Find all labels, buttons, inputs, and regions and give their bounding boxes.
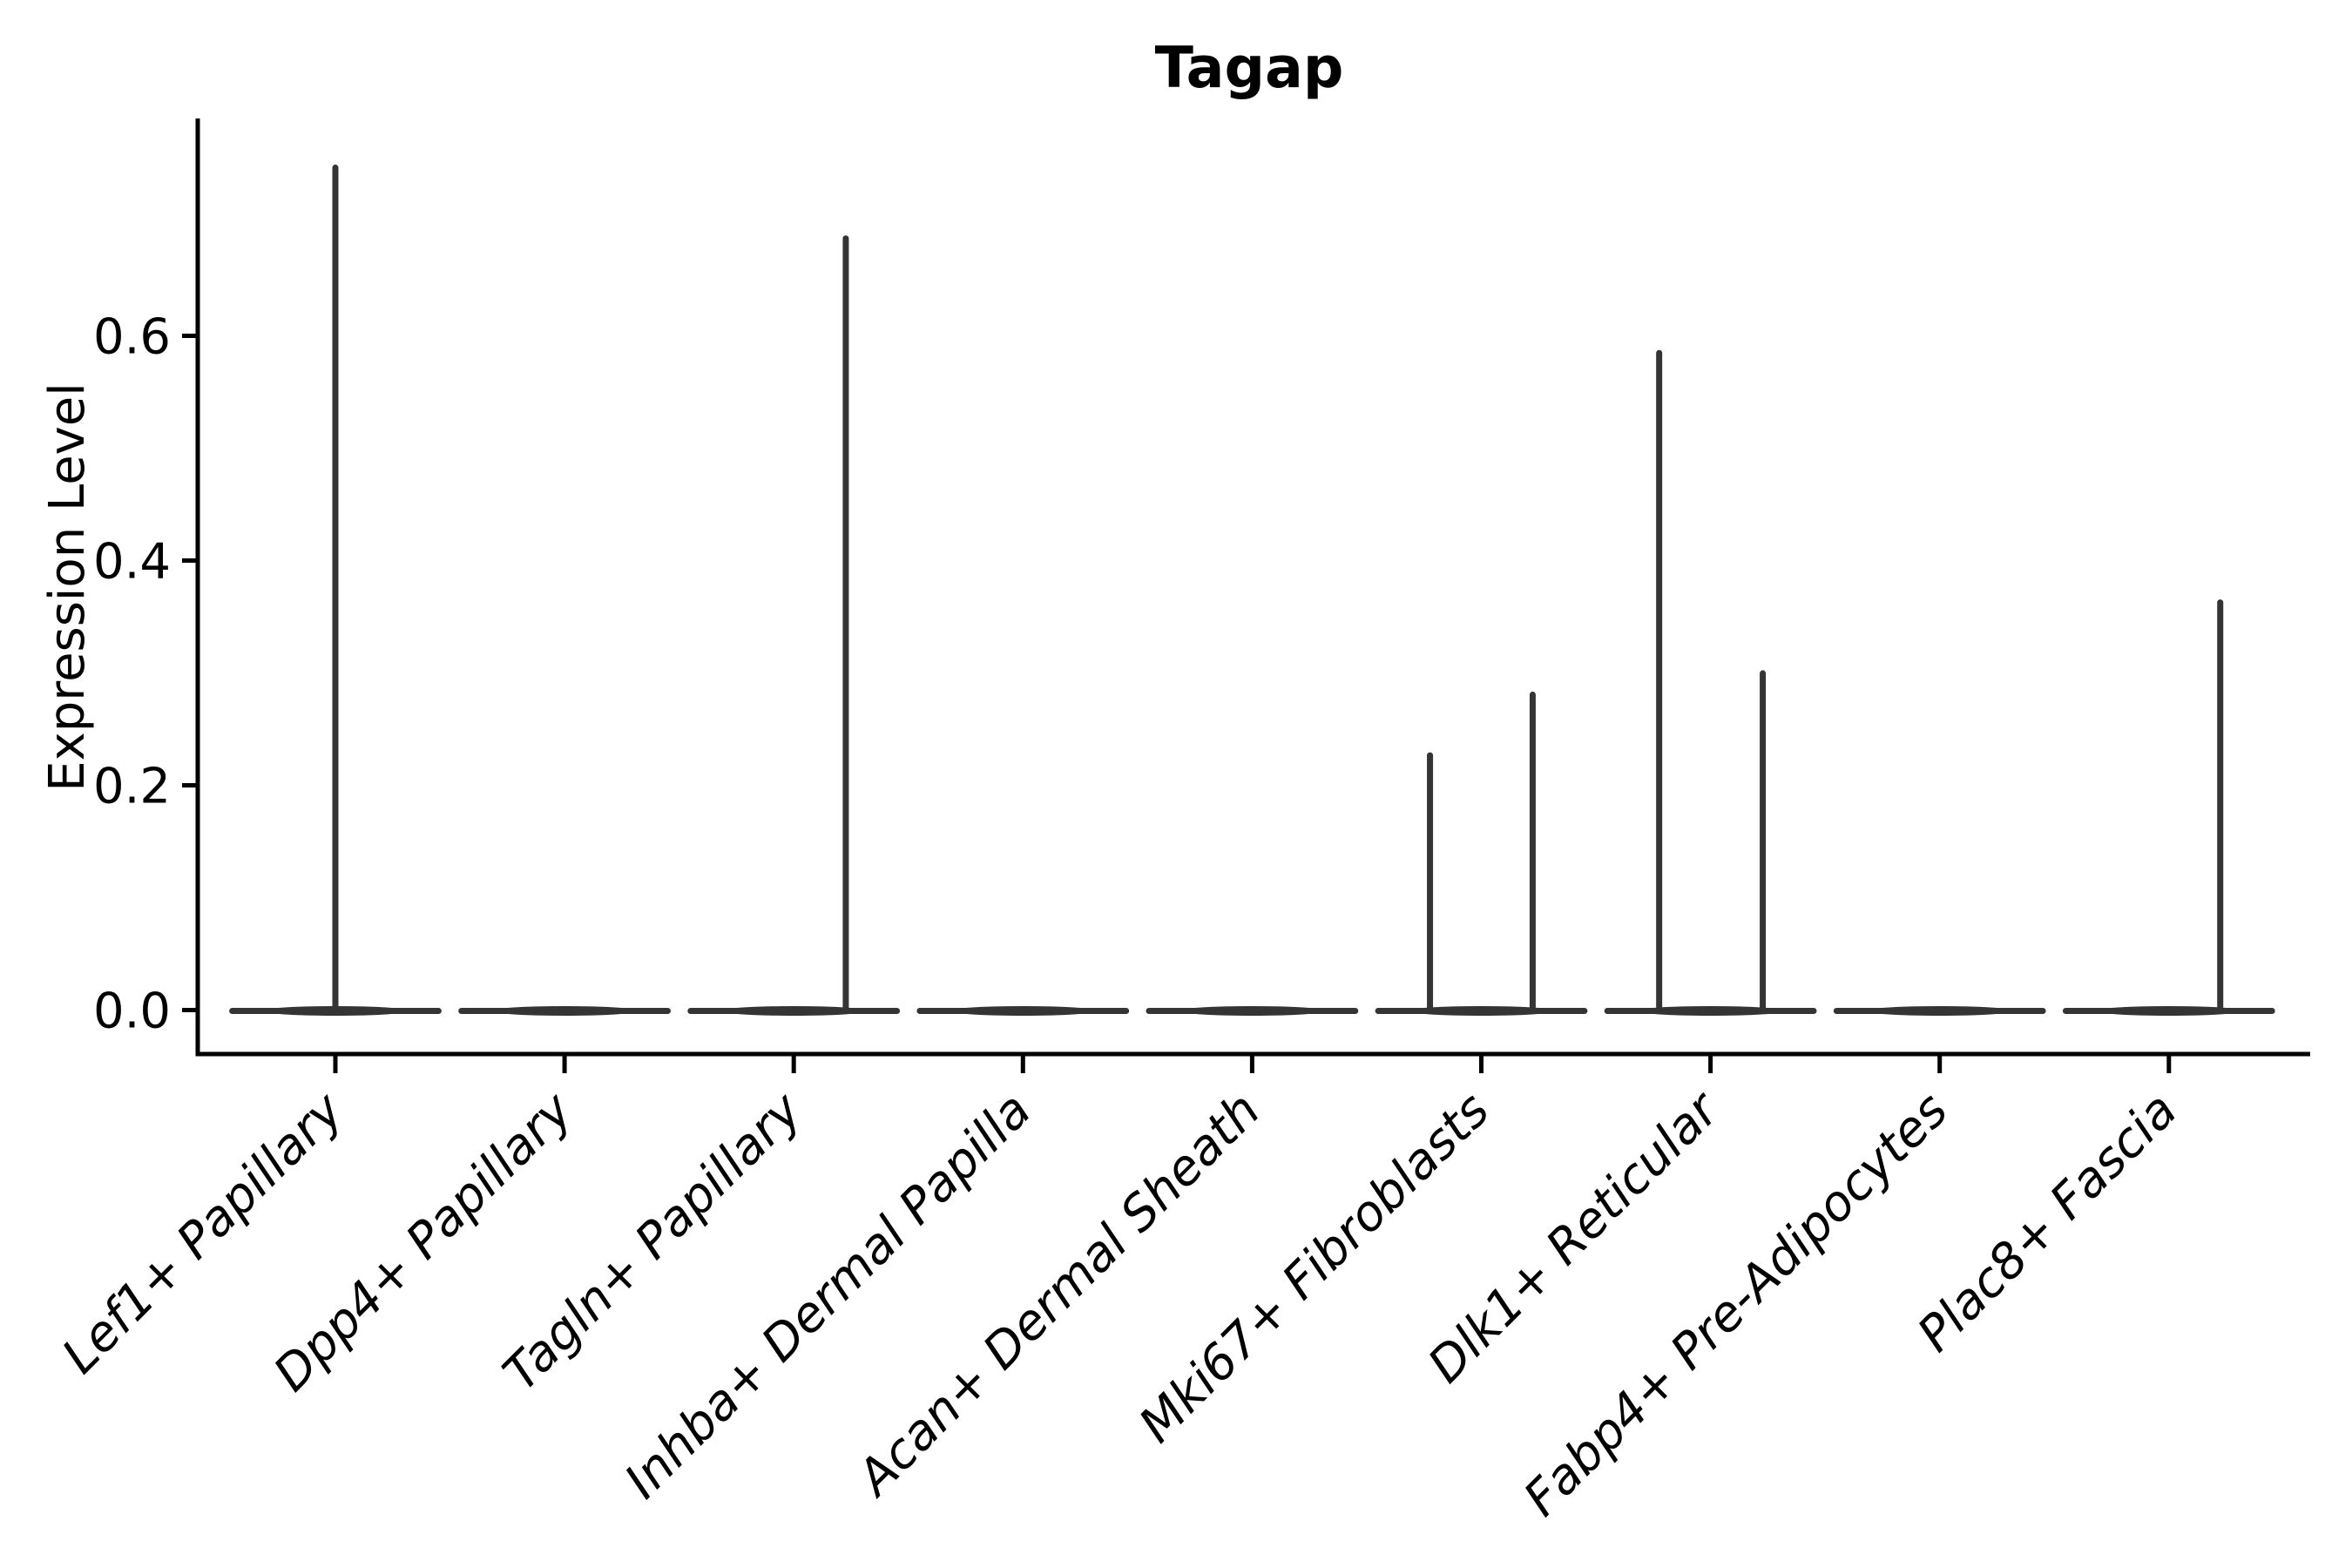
violin-base-bulge [2094, 1006, 2244, 1016]
violin-5 [1146, 1006, 1359, 1016]
violin-base-bulge [1407, 1006, 1556, 1016]
violin-7 [1604, 349, 1817, 1016]
y-tick-label: 0.0 [93, 983, 171, 1040]
violin-base-bulge [1865, 1006, 2014, 1016]
violin-9 [2062, 599, 2275, 1016]
violin-3 [687, 235, 901, 1016]
x-tick-label: Fabp4+ Pre-Adipocytes [1513, 1082, 1958, 1527]
y-tick-label: 0.4 [93, 534, 171, 591]
violin-1 [229, 164, 442, 1016]
violin-base-bulge [949, 1006, 1098, 1016]
violin-base-bulge [1178, 1006, 1327, 1016]
violins-group [229, 164, 2275, 1016]
violin-4 [916, 1006, 1130, 1016]
y-tick-label: 0.6 [93, 309, 171, 366]
violin-8 [1833, 1006, 2046, 1016]
violin-2 [458, 1006, 671, 1016]
y-tick-label: 0.2 [93, 759, 171, 815]
x-tick-label: Acan+ Dermal Sheath [845, 1082, 1271, 1508]
violin-6 [1375, 691, 1588, 1016]
violin-base-bulge [490, 1006, 639, 1016]
chart-title: Tagap [1155, 36, 1344, 101]
violin-base-bulge [1636, 1006, 1785, 1016]
x-tick-label: Inhba+ Dermal Papilla [614, 1082, 1042, 1510]
violin-base-bulge [719, 1006, 868, 1016]
y-axis-label: Expression Level [39, 382, 96, 792]
